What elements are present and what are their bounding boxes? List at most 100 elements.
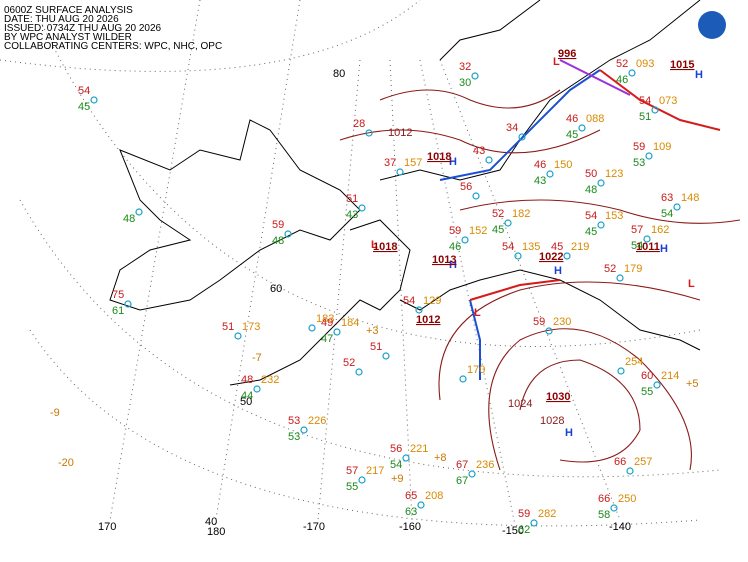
station-dewpoint: 43 [346,209,358,221]
station-dewpoint: 54 [390,459,402,471]
station-marker [459,375,467,383]
station-temperature: 56 [390,443,402,455]
station-marker [545,327,553,335]
station-temperature: 45 [551,241,563,253]
pressure-center-symbol: H [695,69,703,81]
station-temperature: 54 [585,210,597,222]
station-temperature: 54 [78,85,90,97]
alaska-coast [229,0,701,386]
header-line: DATE: THU AUG 20 2026 [4,14,119,25]
station-marker [546,170,554,178]
header-line: COLLABORATING CENTERS: WPC, NHC, OPC [4,41,222,52]
station-temperature: 59 [533,316,545,328]
station-marker [651,106,659,114]
station-marker [284,230,292,238]
station-dewpoint: 45 [78,101,90,113]
graticule-label: 170 [98,521,116,533]
pressure-tendency: +9 [391,473,404,485]
station-pressure: 170 [467,364,485,376]
station-marker [124,300,132,308]
fronts [439,59,721,380]
graticule-label: 60 [270,283,282,295]
station-marker [626,467,634,475]
station-temperature: 51 [370,341,382,353]
station-pressure: 157 [404,157,422,169]
pressure-center-value: 1015 [670,59,694,71]
station-marker [628,69,636,77]
station-marker [616,274,624,282]
cold-front [469,299,481,380]
station-marker [645,152,653,160]
graticule-label: 40 [205,516,217,528]
coastlines [109,0,726,386]
pressure-tendency: -7 [252,352,262,364]
pressure-tendency: -9 [50,407,60,419]
isobar [339,129,601,154]
isobars [339,89,741,471]
station-temperature: 49 [321,317,333,329]
station-dewpoint: 58 [598,509,610,521]
station-dewpoint: 53 [633,157,645,169]
station-pressure: 232 [261,374,279,386]
station-marker [417,501,425,509]
isobar [379,89,561,109]
station-dewpoint: 45 [566,129,578,141]
station-marker [415,306,423,314]
station-temperature: 37 [384,157,396,169]
station-marker [308,324,316,332]
graticule-label: 180 [207,526,225,538]
station-pressure: 073 [659,95,677,107]
station-pressure: 230 [553,316,571,328]
station-marker [300,426,308,434]
pressure-center-value: 1022 [539,251,563,263]
station-dewpoint: 45 [492,224,504,236]
station-temperature: 52 [343,357,355,369]
isobar [488,328,692,471]
station-temperature: 59 [518,508,530,520]
station-temperature: 43 [473,145,485,157]
station-temperature: 54 [403,295,415,307]
station-dewpoint: 48 [585,184,597,196]
graticule-label: 50 [240,396,252,408]
station-marker [530,519,538,527]
station-pressure: 150 [554,159,572,171]
station-marker [617,367,625,375]
station-temperature: 60 [641,370,653,382]
station-pressure: 250 [618,493,636,505]
station-temperature: 46 [534,159,546,171]
header-line: BY WPC ANALYST WILDER [4,32,132,43]
station-pressure: 179 [624,263,642,275]
station-marker [653,381,661,389]
station-marker [504,219,512,227]
station-dewpoint: 43 [534,175,546,187]
station-temperature: 75 [112,289,124,301]
station-pressure: 221 [410,443,428,455]
station-marker [396,168,404,176]
station-marker [358,476,366,484]
station-dewpoint: 45 [585,226,597,238]
pressure-center-value: 1012 [416,314,440,326]
graticule-label: -150 [502,525,524,537]
station-marker [643,235,651,243]
station-pressure: 109 [653,141,671,153]
lat-line [39,19,701,347]
graticule-label: -170 [303,521,325,533]
isobar-label: 1028 [540,415,564,427]
station-marker [471,72,479,80]
station-pressure: 226 [308,415,326,427]
station-temperature: 59 [633,141,645,153]
station-marker [135,208,143,216]
isobar-label: 1012 [388,127,412,139]
header-line: 0600Z SURFACE ANALYSIS [4,5,133,16]
warm-front [599,69,721,131]
station-temperature: 52 [492,208,504,220]
pressure-center-symbol: L [553,56,560,68]
station-temperature: 34 [506,122,518,134]
station-temperature: 54 [502,241,514,253]
station-pressure: 236 [476,459,494,471]
pressure-center-symbol: L [474,307,481,319]
station-pressure: 219 [571,241,589,253]
station-marker [563,252,571,260]
station-marker [234,332,242,340]
